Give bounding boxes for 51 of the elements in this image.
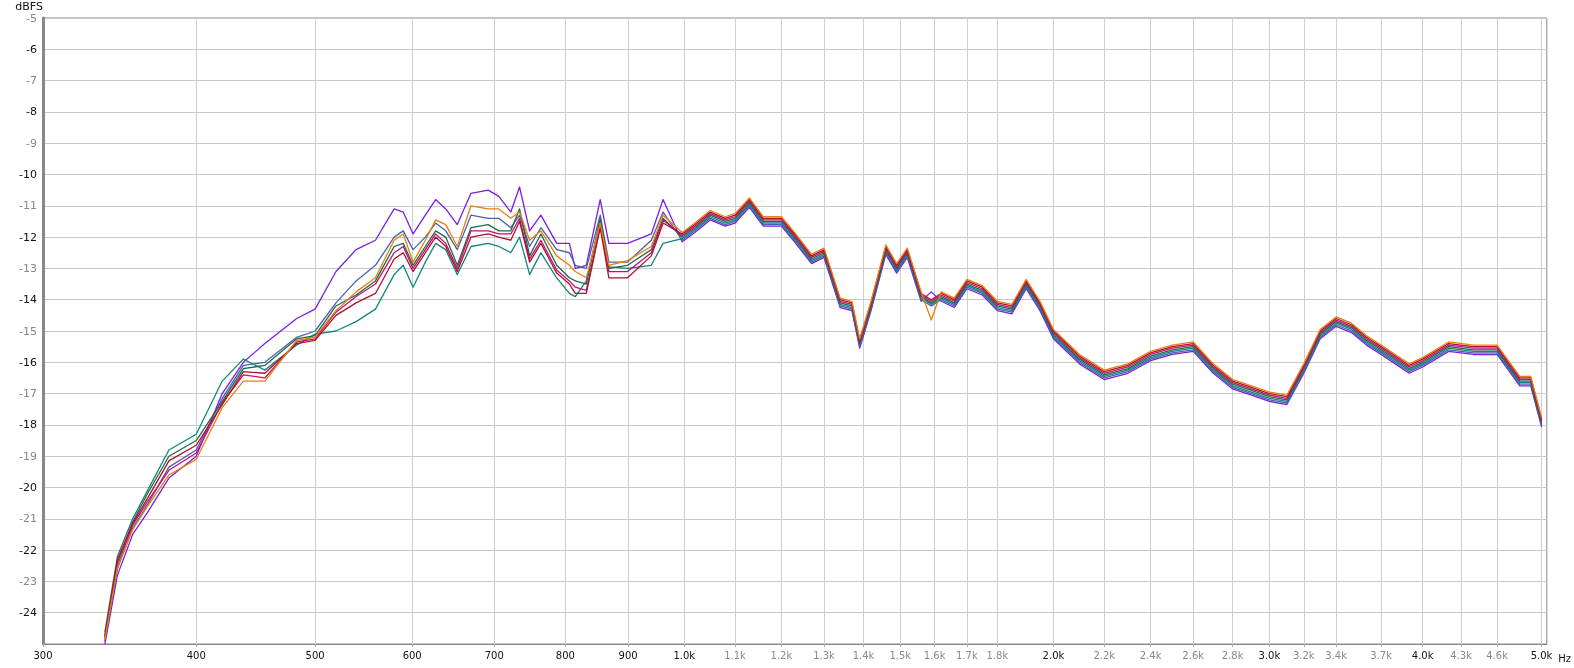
y-tick-label: -8 xyxy=(26,105,37,119)
y-tick-label: -24 xyxy=(19,606,37,620)
x-tick-label: 500 xyxy=(305,649,325,661)
y-tick-label: -12 xyxy=(19,230,37,244)
y-tick-label: -22 xyxy=(19,543,37,557)
y-tick-label: -11 xyxy=(19,199,37,213)
y-tick-label: -19 xyxy=(19,449,37,463)
x-tick-label: 300 xyxy=(33,649,53,661)
x-tick-label: 4.3k xyxy=(1450,649,1473,661)
x-tick-label: 2.8k xyxy=(1221,649,1244,661)
x-tick-label: 400 xyxy=(186,649,206,661)
y-tick-label: -16 xyxy=(19,355,37,369)
x-tick-label: 3.0k xyxy=(1258,649,1281,661)
y-tick-label: -14 xyxy=(19,293,37,307)
x-tick-label: 700 xyxy=(484,649,504,661)
x-tick-label: 1.3k xyxy=(813,649,836,661)
y-tick-label: -13 xyxy=(19,261,37,275)
y-tick-label: -9 xyxy=(26,136,37,150)
y-tick-label: -17 xyxy=(19,387,37,401)
y-tick-label: -18 xyxy=(19,418,37,432)
x-tick-label: 2.6k xyxy=(1182,649,1205,661)
y-tick-label: -6 xyxy=(26,42,37,56)
x-tick-label: 4.6k xyxy=(1486,649,1509,661)
y-axis-title: dBFS xyxy=(15,0,44,13)
y-tick-label: -20 xyxy=(19,481,37,494)
x-tick-label: 2.4k xyxy=(1139,649,1162,661)
x-tick-label: 1.0k xyxy=(673,649,696,661)
x-tick-label: 1.7k xyxy=(956,649,978,661)
y-tick-label: -15 xyxy=(19,324,37,338)
y-tick-label: -7 xyxy=(26,74,37,88)
x-tick-label: 1.2k xyxy=(770,649,793,661)
x-tick-label: 1.8k xyxy=(986,649,1009,661)
y-tick-label: -21 xyxy=(19,512,37,526)
x-tick-label: 1.1k xyxy=(724,649,747,661)
x-tick-label: 2.0k xyxy=(1042,649,1065,661)
x-tick-label: 3.4k xyxy=(1325,649,1348,661)
x-tick-label: 600 xyxy=(402,649,422,661)
x-tick-label: 2.2k xyxy=(1093,649,1116,661)
x-tick-label: 1.6k xyxy=(923,649,946,661)
x-tick-label: 1.5k xyxy=(889,649,912,661)
x-tick-label: 4.0k xyxy=(1411,649,1434,661)
x-tick-label: 3.2k xyxy=(1292,649,1315,661)
x-tick-label: 800 xyxy=(555,649,575,661)
x-tick-label: 3.7k xyxy=(1370,649,1393,661)
x-axis-title: Hz xyxy=(1558,652,1572,664)
x-tick-label: 1.4k xyxy=(852,649,875,661)
x-tick-label: 5.0k xyxy=(1530,649,1553,661)
y-tick-label: -10 xyxy=(19,168,37,181)
y-tick-label: -5 xyxy=(26,11,37,25)
x-tick-label: 900 xyxy=(618,649,638,661)
y-tick-label: -23 xyxy=(19,574,37,588)
